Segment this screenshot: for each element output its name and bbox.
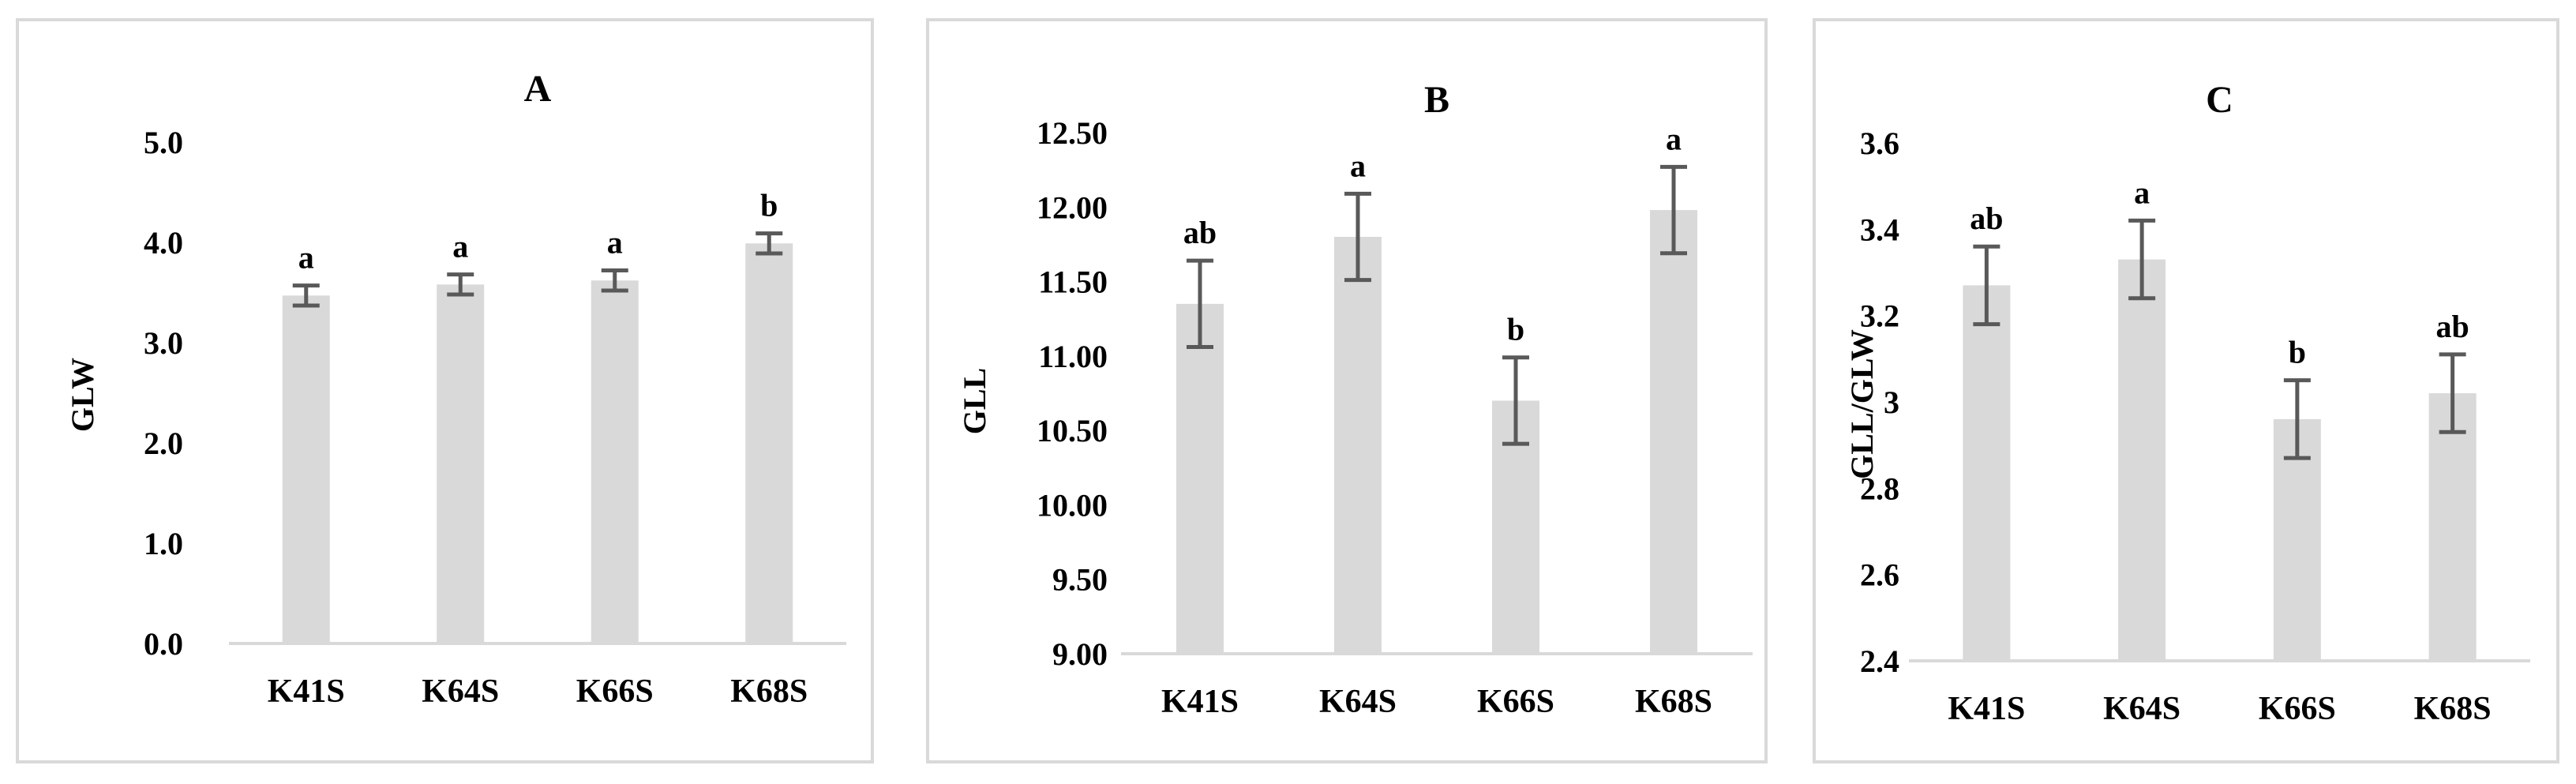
bar: [1963, 285, 2011, 661]
bar: [437, 284, 485, 643]
x-tick-label: K66S: [2259, 691, 2336, 727]
chart-panel-a: A GLW 0.0 1.0 2.0 3.0 4.0 5.0 a K41S a K64S a K66S b K6…: [16, 18, 874, 763]
bar: [745, 243, 793, 643]
x-tick-label: K68S: [730, 673, 808, 710]
bar: [2428, 393, 2477, 661]
bar: [1334, 237, 1382, 654]
x-tick-label: K41S: [1161, 684, 1239, 720]
y-tick-label: 2.0: [144, 426, 183, 461]
significance-letter: ab: [1970, 201, 2003, 236]
bar: [282, 295, 330, 643]
y-tick-label: 3.2: [1860, 298, 1899, 334]
y-tick-label: 11.00: [1038, 339, 1108, 374]
significance-letter: a: [1350, 148, 1366, 183]
significance-letter: a: [298, 240, 314, 276]
y-tick-label: 1.0: [144, 526, 183, 561]
y-axis-label: GLL/GLW: [1844, 329, 1880, 479]
x-tick-label: K41S: [268, 673, 345, 710]
significance-letter: b: [760, 188, 778, 223]
y-axis-label: GLL: [957, 368, 992, 434]
y-tick-label: 5.0: [144, 125, 183, 160]
bar: [1176, 303, 1224, 654]
y-tick-label: 2.8: [1860, 471, 1899, 506]
significance-letter: a: [452, 229, 468, 264]
y-tick-label: 3: [1884, 384, 1899, 420]
significance-letter: ab: [1183, 215, 1217, 250]
significance-letter: ab: [2436, 309, 2469, 344]
y-tick-label: 4.0: [144, 225, 183, 261]
chart-title: B: [1424, 79, 1449, 121]
significance-letter: a: [607, 225, 623, 261]
y-axis-label: GLW: [65, 358, 100, 432]
x-tick-label: K68S: [1635, 684, 1712, 720]
chart-title: C: [2206, 79, 2233, 121]
bar: [2118, 259, 2166, 661]
x-tick-label: K64S: [2103, 691, 2180, 727]
x-tick-label: K66S: [1477, 684, 1554, 720]
significance-letter: a: [1666, 121, 1682, 156]
significance-letter: b: [1507, 312, 1524, 347]
chart-panel-c: C GLL/GLW 2.4 2.6 2.8 3 3.2 3.4 3.6 ab K41S a K64S b K…: [1813, 18, 2559, 763]
y-tick-label: 12.50: [1037, 115, 1108, 151]
y-tick-label: 9.00: [1052, 636, 1108, 672]
x-tick-label: K64S: [422, 673, 499, 710]
chart-title: A: [524, 68, 552, 110]
chart-panel-b: B GLL 9.00 9.50 10.00 10.50 11.00 11.50 12.00 12.…: [926, 18, 1768, 763]
y-tick-label: 0.0: [144, 626, 183, 662]
significance-letter: a: [2134, 174, 2150, 210]
y-tick-label: 11.50: [1038, 264, 1108, 300]
y-tick-label: 10.50: [1037, 413, 1108, 448]
x-tick-label: K64S: [1319, 684, 1397, 720]
y-tick-label: 9.50: [1052, 562, 1108, 598]
y-tick-label: 2.4: [1860, 643, 1899, 679]
x-tick-label: K41S: [1948, 691, 2025, 727]
y-tick-label: 2.6: [1860, 557, 1899, 593]
significance-letter: b: [2289, 335, 2306, 370]
bar: [1650, 210, 1697, 654]
y-tick-label: 10.00: [1037, 487, 1108, 523]
x-tick-label: K66S: [576, 673, 654, 710]
y-tick-label: 12.00: [1037, 189, 1108, 225]
bar: [591, 280, 639, 643]
y-tick-label: 3.6: [1860, 126, 1899, 161]
x-tick-label: K68S: [2414, 691, 2492, 727]
y-tick-label: 3.4: [1860, 212, 1899, 247]
y-tick-label: 3.0: [144, 325, 183, 361]
